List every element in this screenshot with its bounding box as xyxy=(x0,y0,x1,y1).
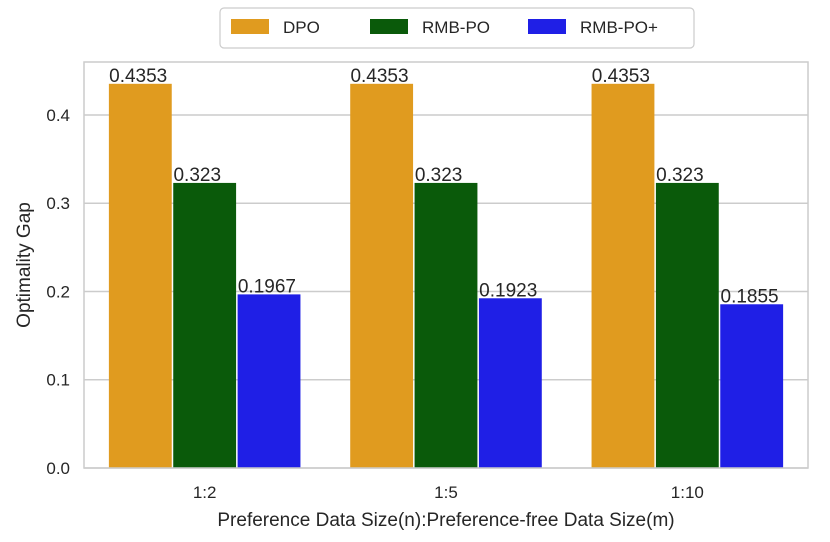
data-label: 0.323 xyxy=(173,165,221,186)
data-label: 0.323 xyxy=(656,165,704,186)
legend-frame xyxy=(219,7,695,49)
data-label: 0.323 xyxy=(415,165,463,186)
legend-label: RMB-PO+ xyxy=(580,18,658,37)
bar-rmb-po--0 xyxy=(237,294,301,468)
data-label: 0.4353 xyxy=(350,66,408,87)
bar-dpo-1 xyxy=(350,83,414,468)
x-tick-label: 1:10 xyxy=(671,483,704,502)
bar-dpo-2 xyxy=(591,83,655,468)
y-axis-ticks: 0.0 0.1 0.2 0.3 0.4 xyxy=(46,106,70,478)
data-label: 0.1855 xyxy=(721,286,779,307)
y-tick-label: 0.4 xyxy=(46,106,70,125)
bar-rmb-po--2 xyxy=(720,304,784,468)
y-tick-label: 0.0 xyxy=(46,459,70,478)
bar-rmb-po--1 xyxy=(478,298,542,468)
legend-items: DPO RMB-PO RMB-PO+ xyxy=(231,18,658,37)
data-labels: 0.4353 0.323 0.1967 0.4353 0.323 0.1923 0.4353… xyxy=(109,66,779,307)
legend-label: DPO xyxy=(283,18,320,37)
plot-frame xyxy=(83,61,809,469)
bar-rmb-po-0 xyxy=(173,182,237,468)
y-tick-label: 0.2 xyxy=(46,282,70,301)
legend-label: RMB-PO xyxy=(422,18,490,37)
data-label: 0.4353 xyxy=(592,66,650,87)
x-axis-ticks: 1:2 1:5 1:10 xyxy=(193,483,704,502)
legend: DPO RMB-PO RMB-PO+ xyxy=(219,7,695,49)
y-tick-label: 0.1 xyxy=(46,371,70,390)
x-tick-label: 1:5 xyxy=(434,483,458,502)
bars xyxy=(108,83,784,468)
bar-rmb-po-2 xyxy=(655,182,719,468)
y-tick-label: 0.3 xyxy=(46,194,70,213)
data-label: 0.1923 xyxy=(479,280,537,301)
y-axis-label: Optimality Gap xyxy=(14,202,35,328)
x-tick-label: 1:2 xyxy=(193,483,217,502)
legend-swatch xyxy=(370,19,408,34)
data-label: 0.4353 xyxy=(109,66,167,87)
bar-dpo-0 xyxy=(108,83,172,468)
bar-rmb-po-1 xyxy=(414,182,478,468)
data-label: 0.1967 xyxy=(238,276,296,297)
legend-swatch xyxy=(528,19,566,34)
x-axis-label: Preference Data Size(n):Preference-free … xyxy=(217,510,674,531)
legend-swatch xyxy=(231,19,269,34)
